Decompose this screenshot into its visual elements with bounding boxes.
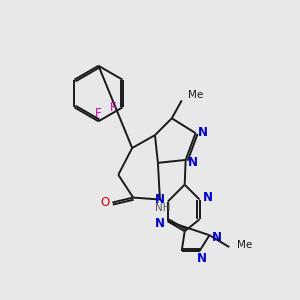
Text: F: F xyxy=(110,101,117,114)
Text: N: N xyxy=(212,231,222,244)
Text: F: F xyxy=(95,107,102,120)
Text: Me: Me xyxy=(188,89,203,100)
Text: NH: NH xyxy=(155,203,171,214)
Text: Me: Me xyxy=(237,240,252,250)
Text: N: N xyxy=(155,217,165,230)
Text: N: N xyxy=(188,156,198,170)
Text: N: N xyxy=(202,191,212,204)
Text: O: O xyxy=(101,196,110,209)
Text: N: N xyxy=(196,253,206,266)
Text: N: N xyxy=(155,193,165,206)
Text: N: N xyxy=(197,126,208,139)
